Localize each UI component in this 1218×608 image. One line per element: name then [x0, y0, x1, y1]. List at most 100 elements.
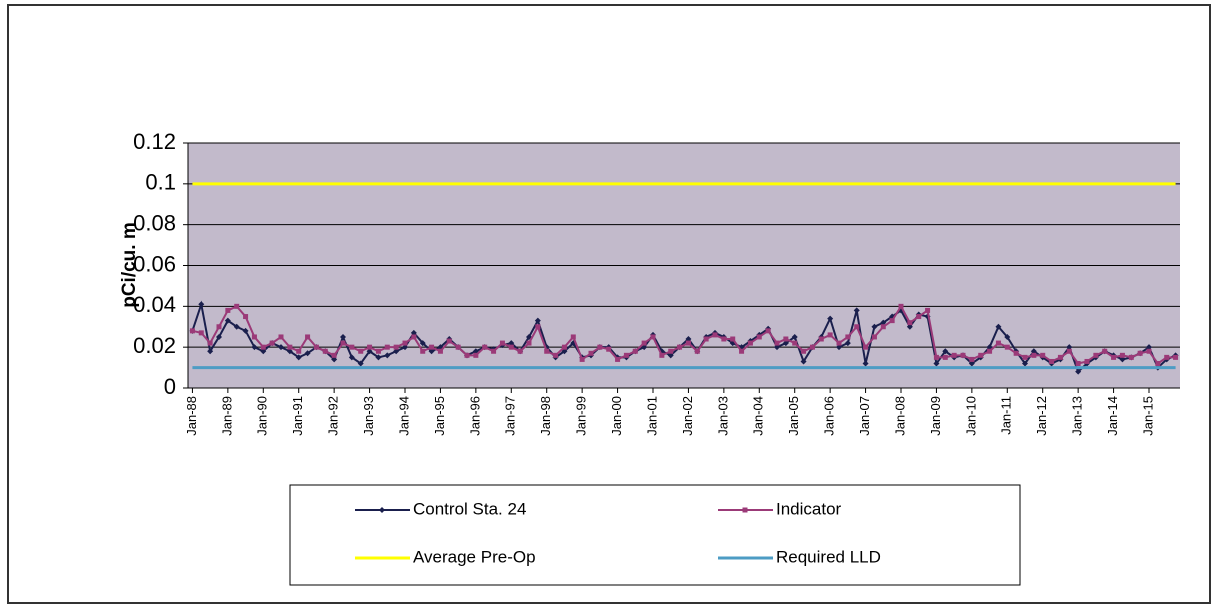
- data-point: [871, 334, 877, 340]
- data-point: [898, 303, 904, 309]
- data-point: [393, 344, 399, 350]
- data-point: [348, 354, 355, 361]
- data-point: [880, 319, 887, 326]
- x-tick-label: Jan-97: [503, 396, 518, 436]
- legend-label: Required LLD: [776, 547, 881, 566]
- data-point: [1102, 348, 1108, 354]
- x-tick-label: Jan-02: [680, 396, 695, 436]
- data-point: [287, 344, 293, 350]
- legend-label: Indicator: [776, 499, 842, 518]
- data-point: [260, 344, 266, 350]
- x-tick-label: Jan-06: [822, 396, 837, 436]
- data-point: [969, 356, 975, 362]
- data-point: [853, 307, 860, 314]
- data-point: [747, 340, 753, 346]
- data-point: [968, 360, 975, 367]
- data-point: [189, 328, 195, 334]
- data-point: [1013, 350, 1019, 356]
- data-point: [410, 329, 417, 336]
- data-point: [597, 344, 603, 350]
- data-point: [1022, 360, 1028, 367]
- y-tick-label: 0.08: [133, 210, 176, 235]
- data-point: [588, 350, 594, 356]
- x-tick-label: Jan-90: [255, 396, 270, 436]
- data-point: [286, 348, 293, 355]
- x-tick-label: Jan-07: [857, 396, 872, 436]
- data-point: [1031, 352, 1037, 358]
- data-point: [818, 336, 824, 342]
- data-point: [730, 336, 736, 342]
- x-tick-label: Jan-95: [432, 396, 447, 436]
- data-point: [534, 317, 541, 324]
- y-tick-label: 0.06: [133, 251, 176, 276]
- data-point: [437, 348, 443, 354]
- data-point: [535, 324, 541, 330]
- data-point: [1075, 368, 1082, 375]
- data-point: [844, 340, 851, 347]
- data-point: [491, 348, 497, 354]
- data-point: [756, 334, 762, 340]
- data-point: [677, 344, 683, 350]
- data-point: [792, 340, 798, 346]
- data-point: [933, 360, 940, 367]
- x-tick-label: Jan-09: [928, 396, 943, 436]
- data-point: [526, 340, 532, 346]
- x-tick-label: Jan-11: [999, 396, 1014, 435]
- data-point: [1057, 354, 1063, 360]
- data-point: [801, 348, 807, 354]
- data-point: [304, 350, 311, 357]
- x-tick-label: Jan-96: [467, 396, 482, 436]
- data-point: [340, 333, 346, 340]
- data-point: [765, 328, 771, 334]
- x-tick-label: Jan-12: [1034, 396, 1049, 436]
- data-point: [1155, 361, 1161, 366]
- data-point: [783, 336, 789, 342]
- series-line: [192, 304, 1176, 365]
- x-tick-label: Jan-98: [538, 396, 553, 436]
- data-point: [1146, 348, 1152, 354]
- data-point: [420, 348, 426, 354]
- data-point: [916, 314, 922, 320]
- y-tick-label: 0.1: [145, 170, 176, 195]
- data-point: [366, 348, 373, 355]
- data-point: [508, 340, 515, 347]
- data-point: [871, 323, 878, 330]
- data-point: [1022, 354, 1028, 360]
- data-point: [544, 348, 550, 354]
- data-point: [384, 352, 391, 359]
- data-point: [358, 348, 364, 354]
- x-tick-label: Jan-08: [892, 396, 907, 436]
- data-point: [1040, 352, 1046, 358]
- data-point: [880, 324, 886, 330]
- legend-marker: [379, 507, 385, 513]
- data-point: [1030, 348, 1037, 355]
- data-point: [224, 317, 231, 324]
- data-point: [712, 332, 718, 338]
- data-point: [508, 344, 514, 350]
- data-point: [384, 344, 390, 350]
- data-point: [313, 344, 319, 350]
- data-point: [349, 344, 355, 350]
- data-point: [827, 315, 834, 322]
- data-point: [411, 334, 417, 340]
- x-tick-label: Jan-93: [361, 396, 376, 436]
- data-point: [464, 352, 470, 358]
- data-point: [198, 301, 205, 308]
- data-point: [402, 340, 408, 346]
- series-line: [191, 300, 1176, 374]
- data-point: [667, 352, 674, 359]
- data-point: [446, 338, 452, 344]
- data-point: [553, 352, 559, 358]
- data-point: [1111, 354, 1117, 360]
- x-tick-label: Jan-89: [219, 396, 234, 436]
- data-point: [1173, 354, 1179, 360]
- data-point: [809, 344, 815, 350]
- data-point: [357, 360, 364, 367]
- data-point: [650, 334, 656, 340]
- x-tick-label: Jan-00: [609, 396, 624, 436]
- data-point: [251, 334, 257, 340]
- data-point: [234, 303, 240, 309]
- data-point: [906, 323, 913, 330]
- data-point: [1137, 350, 1143, 356]
- data-point: [907, 320, 913, 326]
